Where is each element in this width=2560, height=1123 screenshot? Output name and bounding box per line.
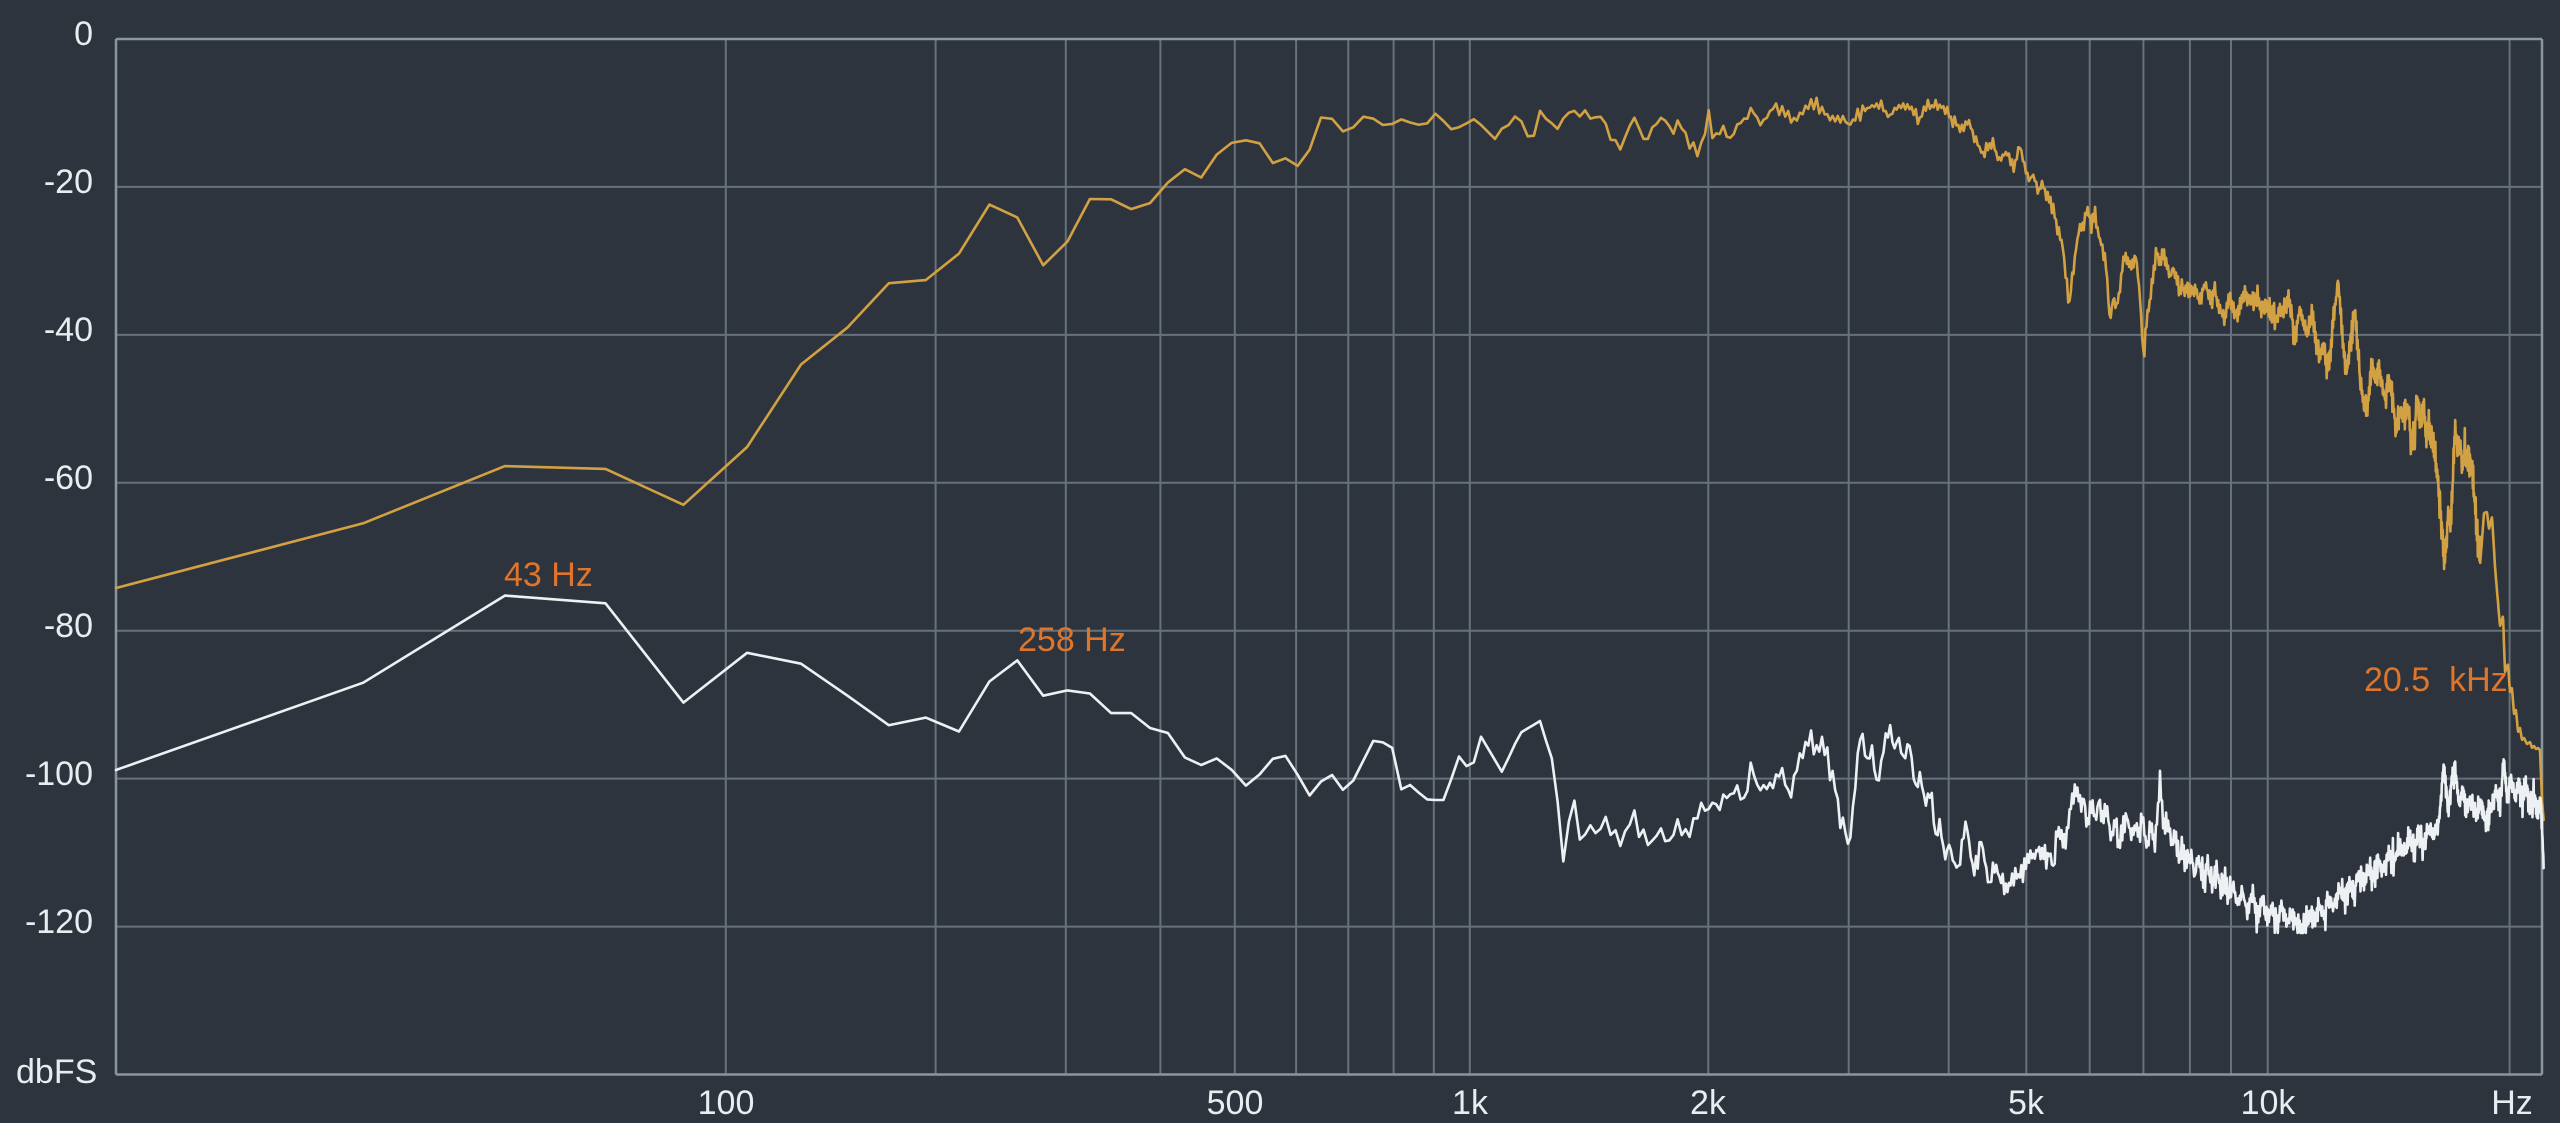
svg-text:-120: -120 — [25, 903, 93, 941]
svg-text:Hz: Hz — [2491, 1084, 2533, 1122]
svg-text:100: 100 — [698, 1084, 755, 1122]
svg-text:-80: -80 — [44, 607, 93, 645]
svg-text:dbFS: dbFS — [16, 1053, 97, 1091]
svg-text:258 Hz: 258 Hz — [1018, 621, 1126, 659]
svg-text:-20: -20 — [44, 163, 93, 201]
svg-text:2k: 2k — [1690, 1084, 1727, 1122]
svg-text:5k: 5k — [2008, 1084, 2045, 1122]
svg-text:0: 0 — [74, 15, 93, 53]
svg-text:-40: -40 — [44, 311, 93, 349]
svg-text:43 Hz: 43 Hz — [504, 556, 593, 594]
svg-text:20.5 kHz: 20.5 kHz — [2364, 661, 2508, 699]
svg-text:-100: -100 — [25, 755, 93, 793]
svg-text:-60: -60 — [44, 459, 93, 497]
svg-text:500: 500 — [1207, 1084, 1264, 1122]
svg-text:1k: 1k — [1452, 1084, 1489, 1122]
svg-text:10k: 10k — [2241, 1084, 2297, 1122]
